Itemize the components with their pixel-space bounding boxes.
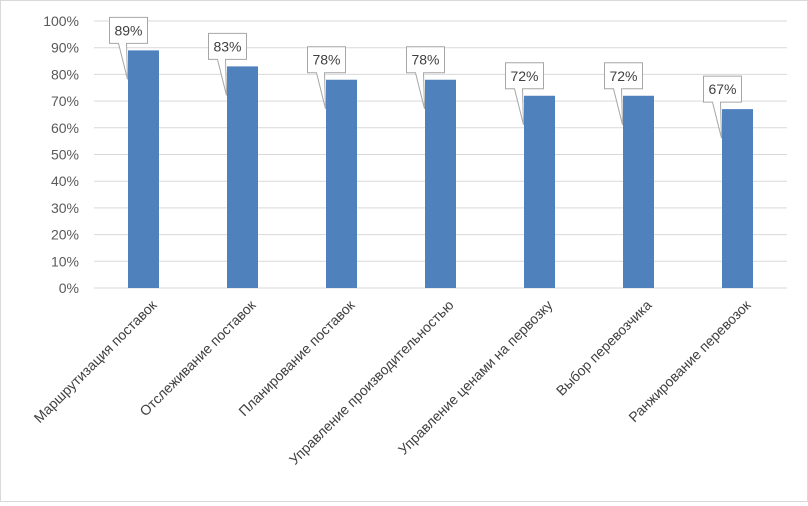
data-label: 72%	[510, 68, 538, 84]
bars	[128, 50, 753, 289]
y-axis-tick-labels: 0% 10% 20% 30% 40% 50% 60% 70% 80% 90% 100%	[43, 13, 79, 296]
bar	[227, 66, 258, 288]
y-tick-label: 20%	[51, 227, 79, 243]
bar	[722, 109, 753, 288]
x-category-label: Выбор перевозчика	[553, 297, 655, 399]
y-tick-label: 50%	[51, 147, 79, 163]
data-label-callout	[406, 46, 445, 109]
data-label: 89%	[114, 22, 142, 38]
data-label: 72%	[609, 68, 637, 84]
data-label-callout	[604, 62, 643, 125]
y-tick-label: 60%	[51, 120, 79, 136]
data-label-callout	[505, 62, 544, 125]
data-label: 78%	[312, 52, 340, 68]
bar	[425, 79, 456, 289]
data-label-callout	[703, 75, 742, 139]
bar	[623, 95, 654, 288]
y-tick-label: 80%	[51, 66, 79, 82]
bar	[326, 79, 357, 289]
x-category-label: Планирование поставок	[235, 296, 358, 419]
data-label-callout	[307, 46, 346, 109]
bar	[128, 50, 159, 289]
data-label: 67%	[708, 81, 736, 97]
data-labels: 89% 83% 78% 78% 72% 72% 67%	[109, 16, 742, 139]
y-tick-label: 100%	[43, 13, 79, 29]
y-tick-label: 90%	[51, 40, 79, 56]
data-label: 83%	[213, 38, 241, 54]
y-tick-label: 10%	[51, 253, 79, 269]
data-label-callout	[109, 16, 148, 80]
x-category-label: Управление производительностью	[286, 297, 457, 468]
x-category-label: Управление ценами на первозку	[395, 297, 556, 458]
data-label: 78%	[411, 52, 439, 68]
data-label-callout	[208, 32, 247, 96]
y-tick-label: 30%	[51, 200, 79, 216]
y-tick-label: 70%	[51, 93, 79, 109]
bar	[524, 95, 555, 288]
x-category-label: Отслеживание поставок	[136, 296, 259, 419]
y-tick-label: 40%	[51, 173, 79, 189]
y-tick-label: 0%	[59, 280, 79, 296]
